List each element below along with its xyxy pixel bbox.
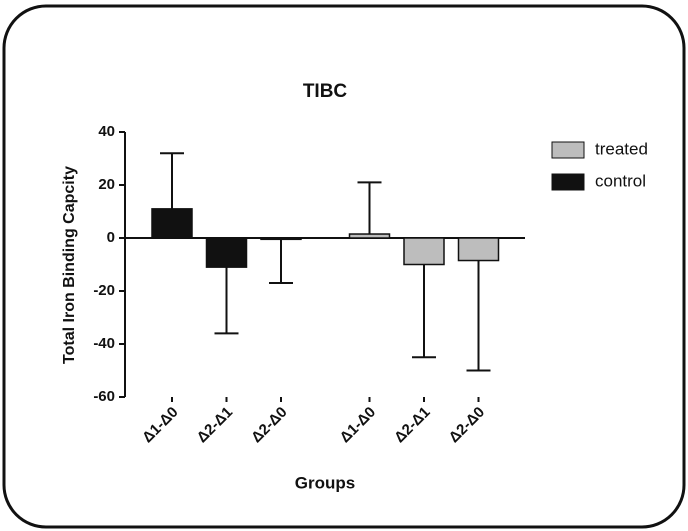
error-bar [160, 152, 184, 209]
y-tick-label: 0 [107, 229, 115, 246]
bar [151, 208, 193, 239]
bar [348, 233, 391, 239]
x-axis-label: Groups [295, 473, 355, 492]
bar [457, 237, 500, 262]
frame [2, 4, 686, 529]
bar [260, 237, 302, 241]
error-bar [214, 267, 239, 335]
error-bar [269, 239, 293, 285]
legend-swatch [551, 141, 585, 159]
y-tick-label: -20 [93, 282, 115, 299]
legend-label: treated [595, 139, 648, 158]
chart-title: TIBC [303, 81, 348, 102]
y-tick-label: -60 [93, 388, 115, 405]
legend-label: control [595, 171, 646, 190]
y-tick-label: 20 [98, 176, 115, 193]
error-bar [357, 181, 382, 235]
bar [205, 237, 248, 268]
y-axis-label: Total Iron Binding Capcity [61, 166, 78, 364]
error-bar [466, 260, 491, 372]
bar [403, 237, 445, 266]
y-tick-label: -40 [93, 335, 115, 352]
y-tick-label: 40 [98, 123, 115, 140]
error-bar [412, 264, 436, 359]
legend-swatch [551, 173, 585, 191]
